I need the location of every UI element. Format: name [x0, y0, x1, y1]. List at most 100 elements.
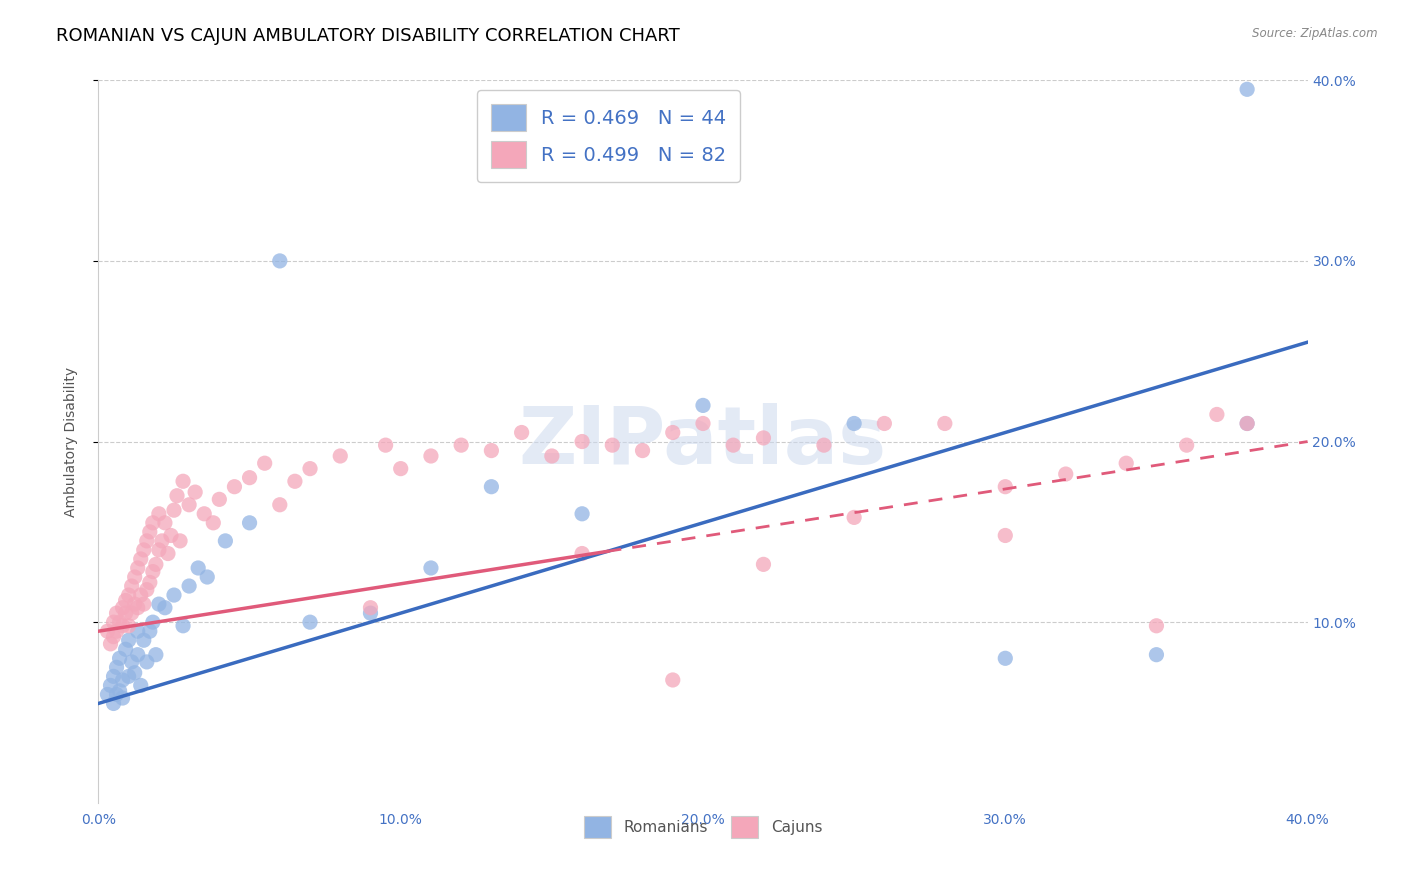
Point [692, 398, 714, 412]
Y-axis label: Ambulatory Disability: Ambulatory Disability [63, 367, 77, 516]
Point [139, 624, 162, 639]
Point [124, 570, 146, 584]
Point [374, 438, 396, 452]
Point [156, 547, 179, 561]
Point [96, 624, 118, 639]
Point [1236, 417, 1258, 431]
Point [692, 417, 714, 431]
Text: ROMANIAN VS CAJUN AMBULATORY DISABILITY CORRELATION CHART: ROMANIAN VS CAJUN AMBULATORY DISABILITY … [56, 27, 681, 45]
Point [269, 498, 291, 512]
Point [148, 507, 170, 521]
Point [752, 558, 775, 572]
Point [994, 528, 1017, 542]
Point [253, 456, 276, 470]
Point [184, 485, 207, 500]
Point [121, 655, 143, 669]
Point [142, 615, 165, 630]
Point [389, 461, 412, 475]
Point [329, 449, 352, 463]
Point [127, 600, 149, 615]
Point [127, 648, 149, 662]
Point [1206, 408, 1229, 422]
Point [121, 606, 143, 620]
Point [148, 597, 170, 611]
Point [202, 516, 225, 530]
Point [118, 633, 141, 648]
Point [844, 417, 866, 431]
Point [239, 471, 262, 485]
Point [172, 619, 194, 633]
Point [148, 542, 170, 557]
Legend: Romanians, Cajuns: Romanians, Cajuns [576, 809, 830, 846]
Point [844, 510, 866, 524]
Point [1054, 467, 1077, 481]
Point [1115, 456, 1137, 470]
Point [150, 533, 173, 548]
Point [299, 461, 322, 475]
Point [127, 624, 149, 639]
Point [105, 624, 128, 639]
Point [510, 425, 533, 440]
Point [166, 489, 188, 503]
Point [139, 524, 162, 539]
Point [360, 606, 382, 620]
Point [153, 516, 176, 530]
Point [195, 570, 218, 584]
Point [111, 673, 134, 687]
Point [127, 561, 149, 575]
Point [1144, 619, 1167, 633]
Point [239, 516, 262, 530]
Point [540, 449, 562, 463]
Point [661, 425, 683, 440]
Point [103, 615, 125, 630]
Point [193, 507, 215, 521]
Point [118, 669, 141, 683]
Point [132, 597, 155, 611]
Point [108, 651, 131, 665]
Point [96, 687, 118, 701]
Point [420, 449, 443, 463]
Point [111, 619, 134, 633]
Point [481, 480, 503, 494]
Point [224, 480, 246, 494]
Point [135, 582, 157, 597]
Point [114, 606, 136, 620]
Point [187, 561, 209, 575]
Point [1236, 417, 1258, 431]
Point [360, 600, 382, 615]
Text: ZIPatlas: ZIPatlas [519, 402, 887, 481]
Point [1175, 438, 1198, 452]
Point [139, 575, 162, 590]
Point [602, 438, 624, 452]
Point [269, 254, 291, 268]
Point [1236, 82, 1258, 96]
Point [179, 498, 201, 512]
Point [135, 533, 157, 548]
Point [129, 588, 152, 602]
Point [934, 417, 956, 431]
Point [111, 600, 134, 615]
Point [179, 579, 201, 593]
Point [132, 633, 155, 648]
Point [108, 615, 131, 630]
Point [114, 642, 136, 657]
Point [129, 552, 152, 566]
Point [163, 503, 186, 517]
Point [813, 438, 835, 452]
Point [105, 660, 128, 674]
Point [284, 475, 307, 489]
Point [214, 533, 236, 548]
Point [752, 431, 775, 445]
Point [571, 547, 593, 561]
Point [132, 542, 155, 557]
Point [103, 630, 125, 644]
Point [208, 492, 231, 507]
Point [114, 593, 136, 607]
Point [105, 687, 128, 701]
Point [873, 417, 896, 431]
Point [121, 579, 143, 593]
Point [661, 673, 683, 687]
Point [145, 648, 167, 662]
Point [450, 438, 472, 452]
Point [994, 480, 1017, 494]
